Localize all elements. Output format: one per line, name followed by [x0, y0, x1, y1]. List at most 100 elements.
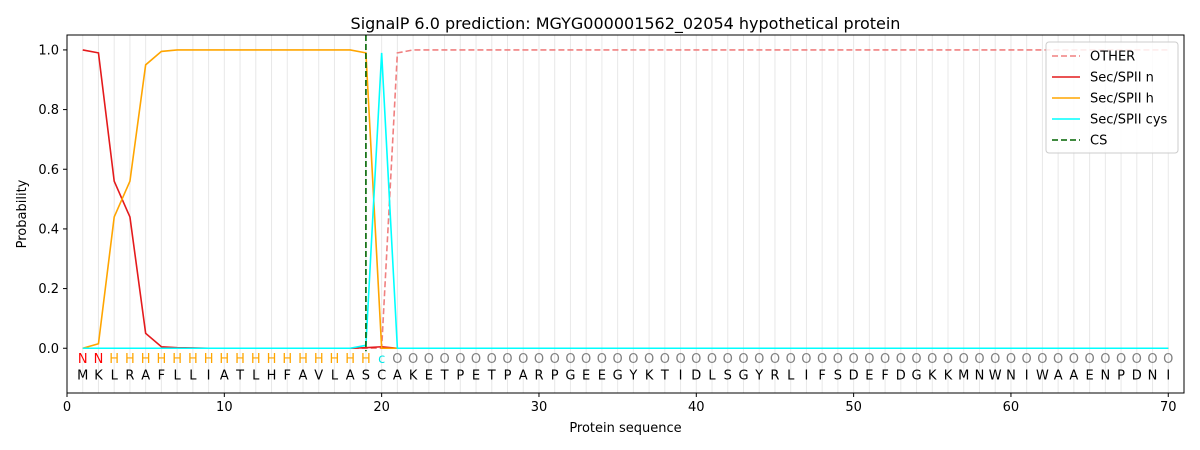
x-tick-label: 30	[531, 400, 548, 415]
residue-label: L	[708, 369, 716, 384]
series-lines	[82, 35, 1169, 352]
region-label: H	[361, 352, 371, 367]
x-tick-label: 60	[1003, 400, 1020, 415]
residue-label: K	[928, 369, 937, 384]
region-label: O	[896, 352, 906, 367]
y-tick-label: 0.0	[38, 342, 59, 357]
region-label: O	[974, 352, 984, 367]
region-label: O	[880, 352, 890, 367]
region-label: N	[78, 352, 88, 367]
residue-label: E	[425, 369, 433, 384]
residue-label: V	[314, 369, 323, 384]
legend-box	[1045, 41, 1179, 154]
region-label: O	[691, 352, 701, 367]
legend: OTHER Sec/SPII n Sec/SPII h Sec/SPII cys CS	[1045, 41, 1179, 154]
residue-label: I	[1025, 369, 1029, 384]
residue-label: M	[77, 369, 88, 384]
region-label: O	[707, 352, 717, 367]
residue-label: G	[565, 369, 575, 384]
region-label: O	[1053, 352, 1063, 367]
region-label: H	[282, 352, 292, 367]
residue-label: T	[660, 369, 669, 384]
series-line-sec-spii-cys	[82, 52, 1169, 350]
residue-label: P	[551, 369, 559, 384]
region-label: H	[109, 352, 119, 367]
region-label: O	[1147, 352, 1157, 367]
residue-label: T	[440, 369, 449, 384]
residue-label: N	[1006, 369, 1016, 384]
region-label: H	[125, 352, 135, 367]
residue-label: C	[377, 369, 386, 384]
residue-label: R	[534, 369, 543, 384]
residue-label: E	[472, 369, 480, 384]
residue-label: P	[504, 369, 512, 384]
residue-label: A	[1054, 369, 1063, 384]
x-tick-label: 20	[373, 400, 390, 415]
region-label: O	[1132, 352, 1142, 367]
region-label: O	[911, 352, 921, 367]
y-axis: 0.0 0.2 0.4 0.6 0.8 1.0	[38, 43, 67, 357]
region-label: O	[927, 352, 937, 367]
region-label: O	[1163, 352, 1173, 367]
residue-label: F	[158, 369, 165, 384]
region-label: O	[628, 352, 638, 367]
residue-label: N	[1100, 369, 1110, 384]
residue-label: I	[1166, 369, 1170, 384]
x-tick-label: 50	[845, 400, 862, 415]
y-tick-label: 0.6	[38, 163, 59, 178]
residue-label: Y	[628, 369, 637, 384]
residue-label: R	[770, 369, 779, 384]
residue-label: A	[393, 369, 402, 384]
region-label: O	[786, 352, 796, 367]
residue-label: F	[818, 369, 825, 384]
residue-label: L	[189, 369, 197, 384]
region-label: O	[471, 352, 481, 367]
region-label: O	[754, 352, 764, 367]
region-label: O	[1006, 352, 1016, 367]
residue-label: S	[724, 369, 732, 384]
region-label: H	[219, 352, 229, 367]
residue-label: L	[252, 369, 260, 384]
residue-label: D	[691, 369, 701, 384]
plot-frame	[66, 34, 1185, 394]
x-axis-label: Protein sequence	[569, 421, 681, 436]
residue-label: D	[1132, 369, 1142, 384]
residue-label: L	[174, 369, 182, 384]
region-label: O	[943, 352, 953, 367]
region-label: O	[439, 352, 449, 367]
residue-label: T	[487, 369, 496, 384]
y-tick-label: 0.4	[38, 222, 59, 237]
region-label: O	[849, 352, 859, 367]
region-label: c	[378, 352, 385, 367]
residue-label: F	[881, 369, 888, 384]
region-label: O	[565, 352, 575, 367]
region-label: O	[1084, 352, 1094, 367]
residue-label: E	[865, 369, 873, 384]
residue-label: G	[912, 369, 922, 384]
region-label: O	[770, 352, 780, 367]
region-label: O	[959, 352, 969, 367]
region-label: H	[157, 352, 167, 367]
region-label: H	[298, 352, 308, 367]
region-label: H	[267, 352, 277, 367]
legend-label: OTHER	[1090, 50, 1135, 65]
residue-label: E	[582, 369, 590, 384]
y-tick-label: 0.8	[38, 103, 59, 118]
x-tick-label: 0	[63, 400, 71, 415]
residue-label: N	[1148, 369, 1158, 384]
residue-label: I	[207, 369, 211, 384]
residue-label: A	[299, 369, 308, 384]
residue-label: Y	[754, 369, 763, 384]
residue-label: H	[267, 369, 277, 384]
residue-label: D	[896, 369, 906, 384]
region-label: O	[550, 352, 560, 367]
region-label: N	[94, 352, 104, 367]
region-label: H	[330, 352, 340, 367]
region-label: O	[801, 352, 811, 367]
residue-label: P	[1117, 369, 1125, 384]
x-tick-label: 70	[1160, 400, 1177, 415]
region-label: O	[613, 352, 623, 367]
y-tick-label: 0.2	[38, 282, 59, 297]
region-label: O	[644, 352, 654, 367]
residue-label: M	[958, 369, 969, 384]
